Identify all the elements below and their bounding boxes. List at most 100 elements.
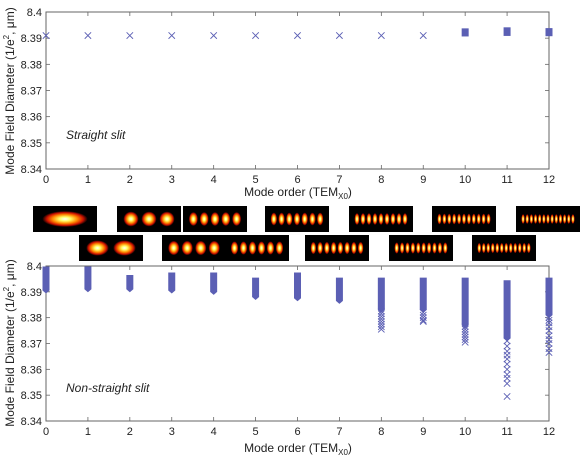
mode-lobe — [432, 242, 437, 254]
data-point — [503, 342, 511, 350]
mode-lobe — [330, 241, 337, 255]
data-point — [545, 339, 553, 348]
x-axis-label-top: Mode order (TEMX0) — [244, 185, 352, 201]
x-tick-label: 3 — [169, 174, 175, 186]
data-point-cluster — [126, 275, 134, 293]
mode-lobe — [567, 214, 571, 224]
mode-lobe — [266, 241, 275, 255]
mode-lobe — [275, 241, 284, 255]
x-tick-label: 11 — [501, 174, 512, 186]
mode-profile-image — [432, 206, 496, 232]
mode-profile-image — [472, 235, 536, 261]
x-tick-label: 4 — [211, 174, 217, 186]
mode-lobe — [447, 213, 452, 225]
data-point-cluster — [461, 277, 469, 329]
x-tick-label: 8 — [378, 174, 384, 186]
mode-lobe — [461, 213, 467, 225]
mode-lobe — [239, 241, 248, 255]
mode-lobe — [477, 242, 482, 254]
data-point-cluster — [545, 277, 553, 319]
mode-lobe — [351, 241, 357, 255]
data-point — [461, 330, 469, 338]
data-point — [210, 32, 218, 40]
x-tick-label: 0 — [43, 426, 49, 438]
data-point — [377, 323, 385, 331]
mode-lobe — [399, 242, 405, 254]
y-tick-label: 8.38 — [21, 313, 42, 325]
mode-profile-image — [265, 206, 329, 232]
data-point-cluster — [252, 277, 260, 300]
mode-lobe — [571, 214, 575, 224]
mode-lobe — [123, 211, 139, 227]
data-point — [419, 318, 427, 326]
data-point — [503, 355, 511, 363]
plot-area-top — [45, 11, 550, 170]
mode-lobe — [405, 242, 410, 254]
data-point — [503, 337, 511, 345]
x-tick-label: 11 — [501, 426, 512, 438]
mode-lobe — [286, 212, 293, 226]
y-tick-label: 8.36 — [21, 364, 42, 376]
mode-lobe — [558, 214, 563, 224]
data-point — [503, 380, 511, 388]
mode-lobe — [232, 212, 242, 226]
x-tick-label: 1 — [85, 426, 91, 438]
mode-lobe — [481, 213, 486, 225]
mode-lobe — [396, 213, 402, 225]
data-point — [461, 323, 469, 331]
mode-profile-image — [183, 206, 247, 232]
mode-lobe — [372, 213, 378, 225]
data-point — [335, 32, 343, 40]
x-tick-label: 5 — [253, 174, 259, 186]
data-point — [42, 32, 50, 40]
mode-lobe — [537, 214, 542, 224]
y-tick-label: 8.35 — [21, 390, 42, 402]
tick-layer-bottom: 0 1 2 3 4 5 6 7 8 9 10 11 128.348.358.368.378.388.39… — [21, 261, 556, 438]
mode-lobe — [199, 212, 209, 226]
mode-profile-image — [349, 206, 413, 232]
mode-lobe — [513, 242, 518, 254]
y-tick-label: 8.34 — [21, 416, 42, 428]
mode-lobe — [542, 214, 546, 224]
mode-lobe — [257, 241, 266, 255]
y-tick-label: 8.38 — [21, 59, 42, 71]
data-point — [419, 32, 427, 40]
data-point-cluster — [42, 266, 50, 294]
marker-layer-bottom — [42, 266, 553, 400]
mode-lobe — [316, 212, 324, 226]
mode-lobe — [301, 212, 308, 226]
data-point — [377, 325, 385, 333]
mode-lobe — [550, 214, 554, 224]
data-point — [377, 315, 385, 323]
mode-lobe — [416, 242, 421, 254]
mode-lobe — [168, 240, 180, 256]
data-point — [377, 307, 385, 315]
mode-lobe — [466, 213, 471, 225]
mode-lobe — [113, 240, 136, 256]
data-point — [377, 318, 385, 326]
mode-lobe — [457, 213, 462, 225]
data-point-cluster — [503, 27, 511, 36]
data-point-cluster — [294, 272, 301, 302]
data-point — [545, 349, 553, 357]
x-tick-label: 2 — [127, 174, 133, 186]
data-point — [503, 374, 511, 382]
x-tick-label: 12 — [543, 426, 555, 438]
mode-lobe — [390, 213, 396, 225]
mode-profile-image — [79, 235, 143, 261]
data-point — [503, 360, 511, 368]
y-tick-label: 8.37 — [21, 86, 42, 98]
mode-lobe — [378, 213, 384, 225]
data-point-cluster — [377, 277, 385, 313]
data-point — [461, 338, 469, 346]
mode-profile-image — [516, 206, 580, 232]
mode-profile-image — [162, 235, 226, 261]
x-tick-label: 4 — [211, 426, 217, 438]
mode-lobe — [86, 240, 109, 256]
y-tick-label: 8.36 — [21, 112, 42, 124]
mode-lobe — [546, 214, 550, 224]
chart-panel-bottom: 0 1 2 3 4 5 6 7 8 9 10 11 128.348.358.368.378.388.39… — [21, 261, 556, 438]
x-tick-label: 5 — [253, 426, 259, 438]
data-point — [461, 336, 469, 344]
